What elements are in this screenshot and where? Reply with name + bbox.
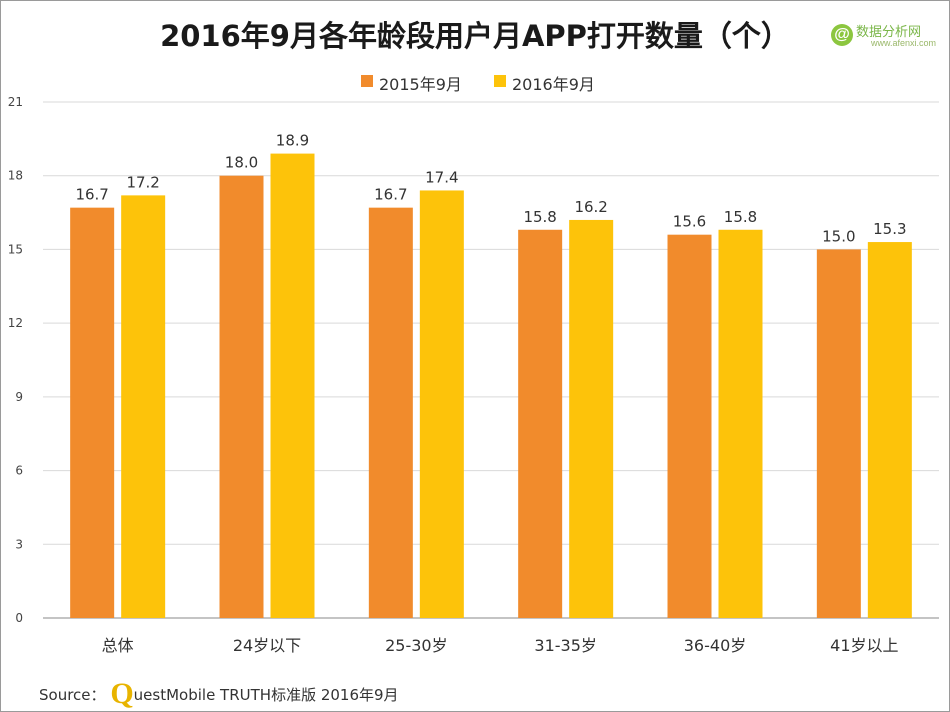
y-tick-label: 12 [8, 316, 23, 330]
bar-2016 [121, 195, 166, 618]
data-label: 16.7 [75, 186, 108, 204]
x-tick-label: 31-35岁 [534, 636, 597, 655]
questmobile-q-logo: Q [110, 677, 134, 710]
bar-2016 [270, 153, 315, 618]
bar-2015 [368, 207, 413, 618]
bar-2015 [667, 234, 712, 618]
x-tick-label: 24岁以下 [233, 636, 301, 655]
y-tick-label: 9 [15, 390, 23, 404]
bar-2016 [569, 219, 614, 618]
logo-url: www.afenxi.com [871, 38, 937, 48]
x-tick-label: 总体 [102, 636, 134, 655]
data-label: 15.6 [673, 213, 706, 231]
data-label: 15.3 [873, 220, 906, 238]
source-note: Source： QuestMobile TRUTH标准版 2016年9月 [39, 677, 399, 711]
legend-swatch-2016 [494, 75, 506, 87]
data-label: 15.8 [724, 208, 757, 226]
chart-title: 2016年9月各年龄段用户月APP打开数量（个） [160, 19, 790, 53]
data-label: 16.2 [574, 198, 607, 216]
at-sign-icon: @ [831, 24, 853, 46]
logo-name: 数据分析网 [856, 25, 922, 40]
source-label: Source： [39, 686, 106, 704]
y-tick-label: 21 [8, 95, 23, 109]
y-tick-label: 15 [8, 242, 23, 256]
bar-2015 [70, 207, 115, 618]
bar-2016 [867, 242, 912, 619]
data-label: 16.7 [374, 186, 407, 204]
data-label: 18.0 [225, 154, 258, 172]
data-label: 15.8 [523, 208, 556, 226]
data-label: 15.0 [822, 227, 855, 245]
data-label: 17.2 [126, 173, 159, 191]
y-tick-label: 6 [15, 464, 23, 478]
bar-2016 [718, 229, 763, 618]
y-tick-label: 18 [8, 169, 23, 183]
y-tick-label: 3 [15, 537, 23, 551]
legend-label-2016: 2016年9月 [512, 75, 595, 94]
bar-2015 [816, 249, 861, 618]
legend-swatch-2015 [361, 75, 373, 87]
data-label: 17.4 [425, 168, 458, 186]
x-tick-label: 25-30岁 [385, 636, 448, 655]
bar-2016 [419, 190, 464, 618]
afenxi-logo: @ 数据分析网 www.afenxi.com [831, 21, 943, 51]
x-tick-label: 41岁以上 [830, 636, 898, 655]
source-text: uestMobile TRUTH标准版 2016年9月 [133, 686, 399, 704]
data-label: 18.9 [276, 132, 309, 150]
y-tick-label: 0 [15, 611, 23, 625]
bar-2015 [518, 229, 563, 618]
bar-2015 [219, 175, 264, 618]
legend-label-2015: 2015年9月 [379, 75, 462, 94]
x-tick-label: 36-40岁 [684, 636, 747, 655]
